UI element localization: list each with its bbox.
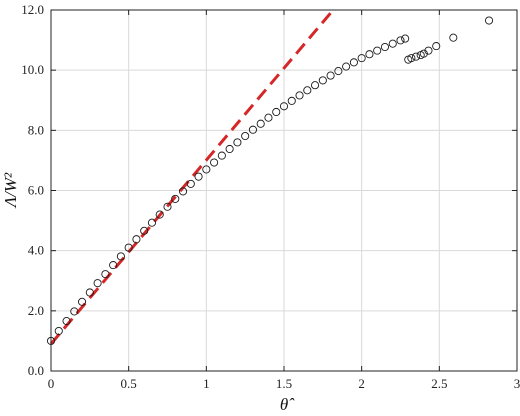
data-point bbox=[318, 76, 327, 85]
data-point bbox=[432, 42, 441, 51]
data-point bbox=[116, 252, 125, 261]
y-tick-label: 8.0 bbox=[28, 122, 44, 137]
data-point bbox=[155, 210, 164, 219]
data-point bbox=[287, 96, 296, 105]
data-point bbox=[225, 144, 234, 154]
data-point bbox=[365, 50, 374, 59]
data-point bbox=[449, 33, 458, 42]
data-point bbox=[140, 226, 149, 235]
data-point bbox=[401, 34, 410, 43]
data-point bbox=[256, 119, 265, 128]
data-point bbox=[62, 317, 71, 326]
data-point bbox=[357, 54, 366, 63]
data-point bbox=[171, 194, 180, 203]
data-point bbox=[373, 46, 382, 55]
data-point bbox=[241, 131, 250, 141]
data-point bbox=[85, 288, 94, 297]
data-point bbox=[411, 52, 421, 61]
data-point bbox=[326, 71, 335, 80]
data-point bbox=[54, 326, 63, 336]
data-point bbox=[202, 165, 211, 174]
data-point bbox=[349, 58, 358, 67]
data-point bbox=[424, 46, 433, 55]
data-point bbox=[272, 107, 281, 117]
x-tick-label: 2.5 bbox=[431, 376, 447, 391]
data-point bbox=[186, 179, 195, 188]
x-tick-labels: 0 0.5 1 1.5 2 2.5 3 bbox=[48, 376, 520, 391]
data-point bbox=[147, 218, 157, 227]
y-tick-label: 0.0 bbox=[28, 363, 44, 378]
data-point bbox=[163, 202, 172, 211]
fit-line bbox=[49, 12, 332, 345]
data-point bbox=[484, 16, 494, 25]
data-point bbox=[342, 62, 351, 71]
x-tick-label: 0 bbox=[48, 376, 55, 391]
grid bbox=[50, 9, 518, 372]
x-tick-label: 1 bbox=[203, 376, 210, 391]
data-point bbox=[334, 67, 343, 76]
data-point bbox=[388, 39, 397, 48]
y-tick-label: 2.0 bbox=[28, 303, 44, 318]
y-tick-label: 4.0 bbox=[28, 243, 44, 258]
data-point bbox=[217, 151, 226, 160]
data-point bbox=[178, 187, 188, 196]
data-point bbox=[380, 42, 390, 52]
data-point bbox=[419, 49, 428, 58]
x-tick-label: 0.5 bbox=[121, 376, 137, 391]
data-point bbox=[194, 172, 203, 181]
data-point bbox=[109, 261, 118, 270]
data-point bbox=[248, 125, 257, 134]
x-axis-label: θ̂ bbox=[280, 395, 295, 414]
data-point bbox=[264, 113, 273, 122]
data-point bbox=[303, 86, 312, 95]
data-point bbox=[93, 279, 102, 288]
data-point bbox=[407, 54, 416, 63]
data-point bbox=[311, 81, 320, 90]
y-axis-label: Λ/W² bbox=[1, 172, 20, 209]
y-tick-label: 10.0 bbox=[21, 62, 44, 77]
x-tick-label: 2 bbox=[358, 376, 365, 391]
data-point bbox=[101, 270, 110, 279]
data-point bbox=[279, 102, 289, 111]
data-point bbox=[132, 235, 141, 244]
y-tick-label: 6.0 bbox=[28, 183, 44, 198]
data-point bbox=[295, 91, 304, 100]
ticks bbox=[50, 9, 518, 372]
x-tick-label: 3 bbox=[514, 376, 520, 391]
y-tick-labels: 0.0 2.0 4.0 6.0 8.0 10.0 12.0 bbox=[21, 2, 44, 378]
data-point bbox=[396, 36, 405, 45]
data-point bbox=[124, 243, 133, 252]
data-point bbox=[70, 307, 79, 316]
y-tick-label: 12.0 bbox=[21, 2, 44, 17]
x-tick-label: 1.5 bbox=[276, 376, 292, 391]
data-point bbox=[210, 158, 219, 167]
points-layer bbox=[46, 16, 494, 345]
data-point bbox=[233, 138, 242, 147]
data-point bbox=[78, 297, 87, 306]
fit-layer bbox=[49, 12, 332, 345]
